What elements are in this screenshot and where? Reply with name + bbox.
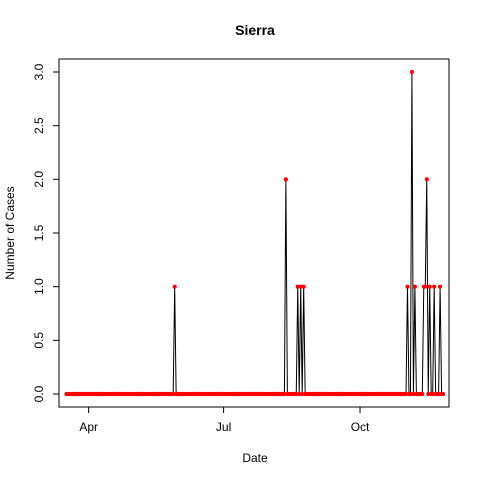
y-axis: 0.0 0.5 1.0 1.5 2.0 2.5 3.0 — [32, 63, 60, 402]
y-tick-label: 2.0 — [32, 171, 46, 188]
data-point — [282, 391, 287, 397]
y-tick-label: 1.0 — [32, 278, 46, 295]
data-point — [430, 391, 435, 397]
data-point — [423, 284, 428, 289]
chart-title: Sierra — [235, 22, 275, 38]
data-point — [409, 69, 415, 75]
data-point — [438, 284, 443, 289]
data-point — [436, 391, 441, 397]
data-point — [403, 391, 409, 397]
data-point — [283, 177, 288, 182]
data-point — [432, 284, 437, 289]
cases-series — [64, 69, 446, 397]
plot-frame — [58, 58, 450, 408]
data-point — [427, 284, 432, 289]
data-point — [408, 391, 413, 397]
x-axis-label: Date — [242, 451, 268, 465]
y-axis-label: Number of Cases — [3, 186, 17, 279]
y-tick-label: 3.0 — [32, 63, 46, 80]
data-point — [412, 284, 417, 289]
y-tick-label: 2.5 — [32, 117, 46, 134]
data-point — [171, 391, 176, 397]
data-point — [301, 284, 306, 289]
data-point — [440, 391, 446, 397]
data-point — [424, 177, 429, 182]
data-point — [295, 284, 300, 289]
data-point — [420, 391, 425, 397]
x-tick-label: Apr — [79, 420, 98, 434]
data-point — [426, 391, 431, 397]
y-tick-label: 1.5 — [32, 224, 46, 241]
data-point — [300, 391, 305, 397]
data-point — [411, 391, 416, 397]
y-tick-label: 0.0 — [32, 385, 46, 402]
data-point — [297, 391, 302, 397]
x-axis: Apr Jul Oct — [79, 406, 370, 434]
x-tick-label: Oct — [351, 420, 370, 434]
data-point — [294, 391, 299, 397]
series-line — [66, 71, 444, 395]
data-point — [405, 284, 410, 289]
y-tick-label: 0.5 — [32, 332, 46, 349]
data-point — [172, 284, 177, 289]
x-tick-label: Jul — [216, 420, 231, 434]
data-point — [298, 284, 303, 289]
